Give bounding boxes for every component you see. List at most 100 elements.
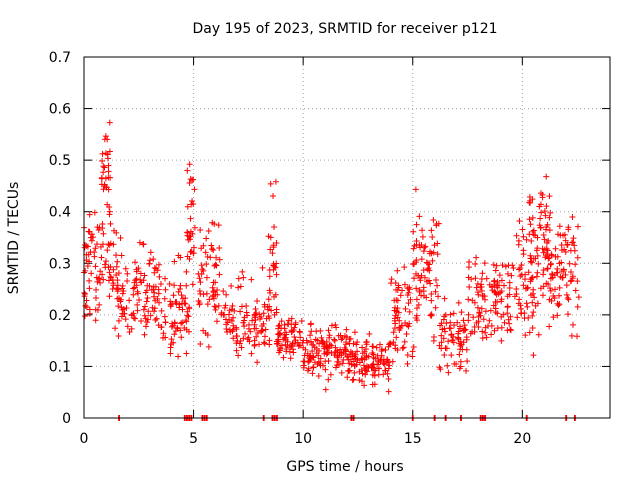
data-point: [175, 252, 182, 259]
data-point: [430, 217, 437, 224]
data-point: [540, 283, 547, 290]
data-point: [145, 308, 152, 315]
data-point: [109, 285, 116, 292]
data-point: [93, 274, 100, 281]
data-point: [574, 333, 581, 340]
data-point: [428, 297, 435, 304]
data-point: [259, 264, 266, 271]
data-point: [337, 332, 344, 339]
data-point: [208, 242, 215, 249]
data-point: [197, 279, 204, 286]
data-point: [537, 215, 544, 222]
data-point: [513, 286, 520, 293]
data-point: [170, 339, 177, 346]
data-point: [92, 263, 99, 270]
data-point: [537, 224, 544, 231]
data-point: [275, 338, 282, 345]
data-point: [328, 350, 335, 357]
data-point: [183, 318, 190, 325]
data-point: [448, 352, 455, 359]
data-point: [96, 301, 103, 308]
data-point: [146, 257, 153, 264]
data-point: [419, 233, 426, 240]
data-point: [176, 304, 183, 311]
data-point: [106, 203, 113, 210]
data-point: [179, 306, 186, 313]
data-point: [314, 361, 321, 368]
data-point: [490, 261, 497, 268]
data-point: [354, 348, 361, 355]
x-tick-label: 15: [404, 431, 422, 447]
data-point: [206, 296, 213, 303]
data-point: [428, 311, 435, 318]
data-point: [307, 320, 314, 327]
data-point: [81, 313, 88, 320]
data-point: [432, 304, 439, 311]
data-point: [480, 316, 487, 323]
data-point: [406, 308, 413, 315]
data-point: [103, 258, 109, 265]
data-point: [405, 289, 412, 296]
data-point: [492, 309, 499, 316]
data-point: [559, 274, 566, 281]
data-point: [363, 339, 370, 346]
data-point: [478, 276, 485, 283]
data-point: [262, 326, 269, 333]
data-point: [247, 328, 254, 335]
data-point: [319, 337, 326, 344]
data-point: [504, 327, 511, 334]
data-point: [190, 244, 197, 251]
data-point: [415, 301, 422, 308]
data-point: [456, 365, 463, 372]
y-tick-label: 0.3: [49, 256, 71, 272]
data-point: [567, 269, 574, 276]
data-point: [205, 227, 212, 234]
data-point: [216, 245, 223, 252]
data-point: [254, 359, 261, 366]
data-point: [537, 201, 544, 208]
data-point: [311, 344, 318, 351]
data-point: [235, 284, 242, 291]
data-point: [187, 176, 194, 183]
data-point: [183, 268, 190, 275]
data-point: [280, 336, 287, 343]
data-point: [295, 343, 302, 350]
data-point: [296, 328, 303, 335]
data-point: [473, 319, 480, 326]
data-point: [162, 286, 169, 293]
data-point: [426, 261, 433, 268]
data-point: [428, 291, 435, 298]
data-point: [166, 281, 173, 288]
data-point: [169, 320, 176, 327]
data-point: [167, 344, 174, 351]
data-point: [507, 313, 514, 320]
data-point: [552, 286, 559, 293]
data-point: [170, 292, 177, 299]
data-point: [402, 320, 409, 327]
data-point: [384, 370, 391, 377]
data-point: [325, 376, 332, 383]
data-point: [118, 313, 125, 320]
data-point: [99, 150, 106, 157]
data-point: [520, 251, 527, 258]
data-point: [501, 282, 508, 289]
data-point: [393, 297, 400, 304]
data-point: [540, 232, 547, 239]
data-point: [254, 298, 261, 305]
data-point: [442, 345, 449, 352]
data-point: [278, 342, 285, 349]
data-point: [401, 264, 408, 271]
data-point: [216, 271, 223, 278]
data-point: [267, 234, 274, 241]
data-point: [536, 222, 543, 229]
data-point: [235, 352, 242, 359]
data-point: [134, 301, 141, 308]
data-point: [422, 243, 429, 250]
data-point: [376, 341, 383, 348]
data-point: [464, 358, 471, 365]
data-point: [394, 267, 401, 274]
data-point: [304, 367, 311, 374]
data-point: [177, 282, 184, 289]
data-point: [346, 336, 353, 343]
data-point: [506, 320, 513, 327]
